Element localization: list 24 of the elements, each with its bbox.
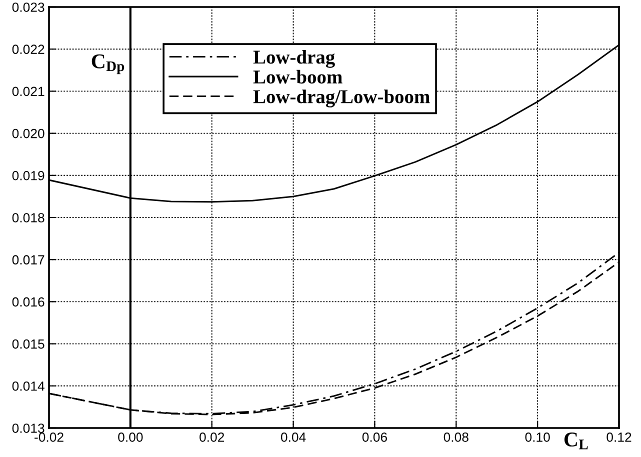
y-tick-label: 0.020 xyxy=(12,128,44,138)
y-axis-title: C$_{Dp}$ xyxy=(92,54,124,74)
y-tick-label: 0.014 xyxy=(12,381,44,391)
y-tick-label: 0.018 xyxy=(12,213,44,222)
legend-label: Low-boom xyxy=(253,70,342,84)
y-tick-label: 0.017 xyxy=(12,255,44,265)
y-tick-label: 0.023 xyxy=(12,2,44,12)
y-tick-label: 0.019 xyxy=(12,170,44,180)
x-tick-label: 0.12 xyxy=(606,432,632,442)
x-tick-label: 0.00 xyxy=(118,432,143,442)
x-tick-label: -0.02 xyxy=(34,432,64,442)
y-tick-label: 0.016 xyxy=(12,297,44,307)
x-axis-title: C$_{L}$ xyxy=(564,432,588,450)
x-tick-label: 0.04 xyxy=(280,432,306,442)
x-tick-label: 0.08 xyxy=(444,432,468,442)
y-tick-label: 0.022 xyxy=(12,44,44,54)
x-tick-label: 0.02 xyxy=(200,432,224,442)
legend-label: Low-drag xyxy=(253,50,335,68)
y-tick-label: 0.021 xyxy=(12,86,44,96)
y-tick-label: 0.013 xyxy=(12,424,44,433)
x-tick-label: 0.06 xyxy=(362,432,387,442)
x-tick-label: 0.10 xyxy=(525,432,550,442)
y-tick-label: 0.015 xyxy=(12,339,44,349)
legend-label: Low-drag/Low-boom xyxy=(253,90,430,108)
